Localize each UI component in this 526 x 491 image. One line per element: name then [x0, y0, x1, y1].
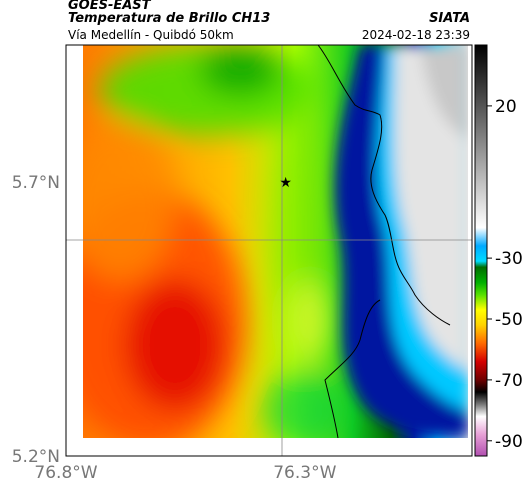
colorbar: 20 -30 -50 -70 -90 — [474, 44, 523, 457]
boundary-lines — [317, 45, 451, 438]
colorbar-ticks: 20 -30 -50 -70 -90 — [487, 97, 523, 452]
colorbar-gradient — [474, 44, 488, 457]
colorbar-tick-label: -50 — [495, 310, 523, 330]
colorbar-tick-label: -30 — [495, 249, 523, 269]
y-tick-labels: 5.7°N 5.2°N — [12, 173, 60, 467]
datetime-label: 2024-02-18 23:39 — [361, 28, 470, 42]
graticule — [66, 45, 472, 456]
location-star-marker: ★ — [279, 175, 292, 191]
y-tick-label: 5.2°N — [12, 447, 60, 467]
colorbar-tick-label: 20 — [495, 97, 517, 117]
map-border — [65, 44, 473, 457]
organization-label: SIATA — [429, 11, 470, 26]
region-subtitle: Vía Medellín - Quibdó 50km — [68, 28, 234, 42]
satellite-source: GOES-EAST — [68, 0, 151, 13]
colorbar-tick-label: -70 — [495, 371, 523, 391]
colorbar-tick-label: -90 — [495, 432, 523, 452]
x-tick-labels: 76.8°W 76.3°W — [34, 463, 336, 483]
y-tick-label: 5.7°N — [12, 173, 60, 193]
brightness-temperature-field — [83, 45, 468, 438]
x-tick-label: 76.3°W — [273, 463, 336, 483]
x-tick-label: 76.8°W — [34, 463, 97, 483]
product-title: Temperatura de Brillo CH13 — [68, 11, 271, 26]
